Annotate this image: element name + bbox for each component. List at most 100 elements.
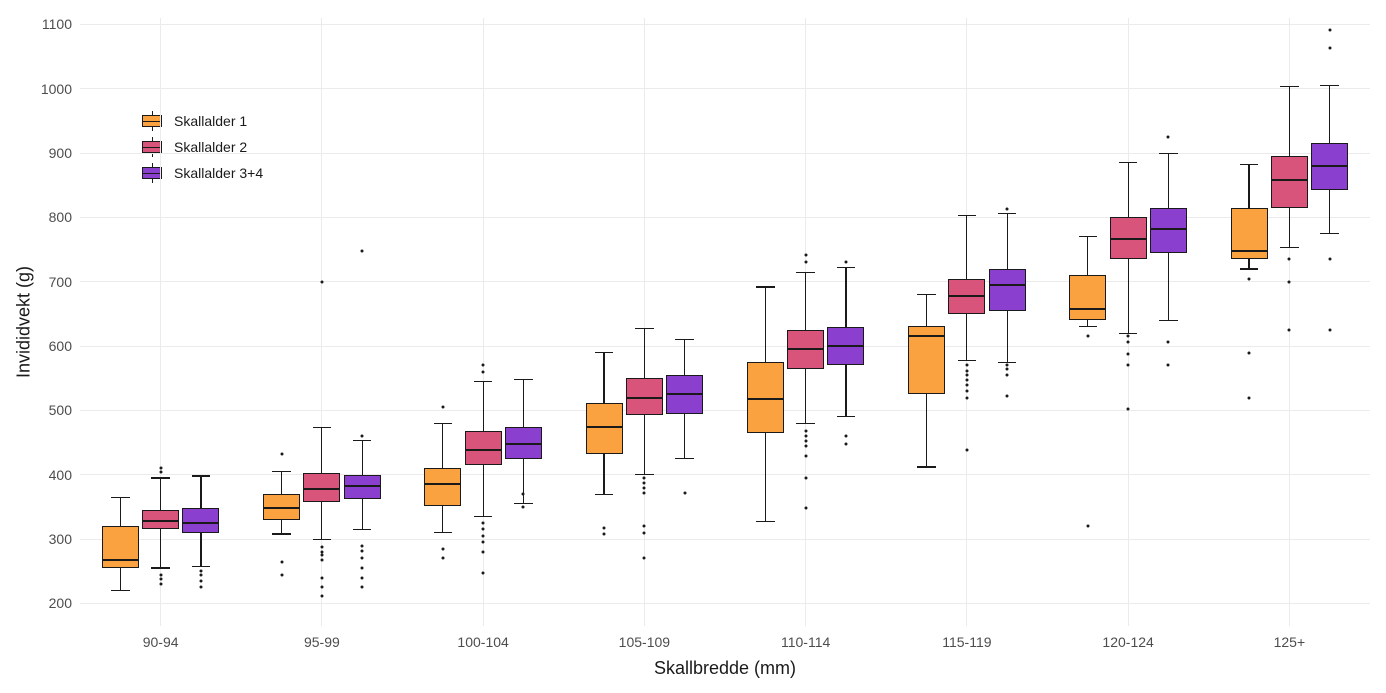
- outlier-point: [1167, 364, 1170, 367]
- outlier-point: [643, 477, 646, 480]
- outlier-point: [844, 435, 847, 438]
- median-line: [102, 559, 139, 561]
- gridline-y: [80, 88, 1370, 89]
- outlier-point: [1086, 335, 1089, 338]
- median-line: [1271, 179, 1308, 181]
- x-tick-label: 100-104: [457, 634, 508, 650]
- whisker-cap: [1320, 233, 1339, 234]
- y-tick-label: 1100: [42, 16, 72, 32]
- whisker-cap: [756, 521, 775, 522]
- outlier-point: [965, 396, 968, 399]
- whisker-cap: [1119, 162, 1138, 163]
- gridline-y: [80, 410, 1370, 411]
- outlier-point: [361, 576, 364, 579]
- whisker-cap: [796, 423, 815, 424]
- outlier-point: [361, 567, 364, 570]
- gridline-y: [80, 539, 1370, 540]
- outlier-point: [804, 454, 807, 457]
- whisker-cap: [272, 533, 291, 534]
- median-line: [1311, 165, 1348, 167]
- outlier-point: [522, 493, 525, 496]
- median-line: [1150, 228, 1187, 230]
- box: [344, 475, 381, 499]
- outlier-point: [1086, 525, 1089, 528]
- outlier-point: [1006, 208, 1009, 211]
- median-line: [505, 443, 542, 445]
- whisker-cap: [796, 272, 815, 273]
- outlier-point: [320, 576, 323, 579]
- outlier-point: [280, 560, 283, 563]
- whisker-cap: [917, 294, 936, 295]
- outlier-point: [1328, 46, 1331, 49]
- whisker-cap: [998, 362, 1017, 363]
- whisker-cap: [675, 339, 694, 340]
- outlier-point: [1328, 329, 1331, 332]
- median-line: [1110, 238, 1147, 240]
- whisker-cap: [1240, 268, 1259, 269]
- legend: Skallalder 1Skallalder 2Skallalder 3+4: [138, 108, 263, 186]
- whisker-cap: [1159, 320, 1178, 321]
- median-line: [989, 284, 1026, 286]
- outlier-point: [643, 531, 646, 534]
- whisker-cap: [313, 539, 332, 540]
- median-line: [344, 485, 381, 487]
- y-axis-title: Invididvekt (g): [14, 266, 35, 378]
- box: [182, 508, 219, 532]
- whisker-cap: [1280, 86, 1299, 87]
- outlier-point: [320, 558, 323, 561]
- whisker-cap: [1240, 164, 1259, 165]
- whisker-cap: [1079, 326, 1098, 327]
- gridline-y: [80, 474, 1370, 475]
- x-tick-label: 95-99: [304, 634, 340, 650]
- outlier-point: [965, 449, 968, 452]
- median-line: [424, 483, 461, 485]
- outlier-point: [1127, 352, 1130, 355]
- outlier-point: [804, 435, 807, 438]
- outlier-point: [199, 570, 202, 573]
- box: [989, 269, 1026, 311]
- median-line: [1231, 250, 1268, 252]
- outlier-point: [1006, 367, 1009, 370]
- median-line: [1069, 308, 1106, 310]
- outlier-point: [361, 557, 364, 560]
- legend-swatch: [138, 111, 166, 131]
- whisker-cap: [514, 503, 533, 504]
- box: [1150, 208, 1187, 253]
- whisker-cap: [1079, 236, 1098, 237]
- outlier-point: [965, 364, 968, 367]
- boxplot-chart: Invididvekt (g) Skallbredde (mm) Skallal…: [0, 0, 1386, 693]
- outlier-point: [1328, 258, 1331, 261]
- outlier-point: [1127, 364, 1130, 367]
- outlier-point: [482, 528, 485, 531]
- legend-item: Skallalder 2: [138, 134, 263, 160]
- outlier-point: [1288, 280, 1291, 283]
- whisker-cap: [151, 477, 170, 478]
- x-tick-label: 115-119: [942, 634, 991, 650]
- outlier-point: [965, 390, 968, 393]
- outlier-point: [320, 545, 323, 548]
- gridline-y: [80, 281, 1370, 282]
- median-line: [787, 348, 824, 350]
- whisker-cap: [111, 590, 130, 591]
- legend-swatch: [138, 163, 166, 183]
- y-tick-label: 900: [49, 145, 72, 161]
- whisker-cap: [1159, 153, 1178, 154]
- outlier-point: [320, 280, 323, 283]
- whisker-cap: [192, 566, 211, 567]
- outlier-point: [159, 583, 162, 586]
- outlier-point: [965, 383, 968, 386]
- y-tick-label: 800: [49, 209, 72, 225]
- outlier-point: [320, 594, 323, 597]
- median-line: [465, 449, 502, 451]
- gridline-y: [80, 603, 1370, 604]
- outlier-point: [804, 261, 807, 264]
- legend-label: Skallalder 3+4: [174, 165, 263, 181]
- outlier-point: [199, 586, 202, 589]
- outlier-point: [482, 571, 485, 574]
- whisker-cap: [514, 379, 533, 380]
- y-tick-label: 700: [49, 274, 72, 290]
- box: [465, 431, 502, 465]
- outlier-point: [844, 261, 847, 264]
- outlier-point: [159, 467, 162, 470]
- outlier-point: [441, 547, 444, 550]
